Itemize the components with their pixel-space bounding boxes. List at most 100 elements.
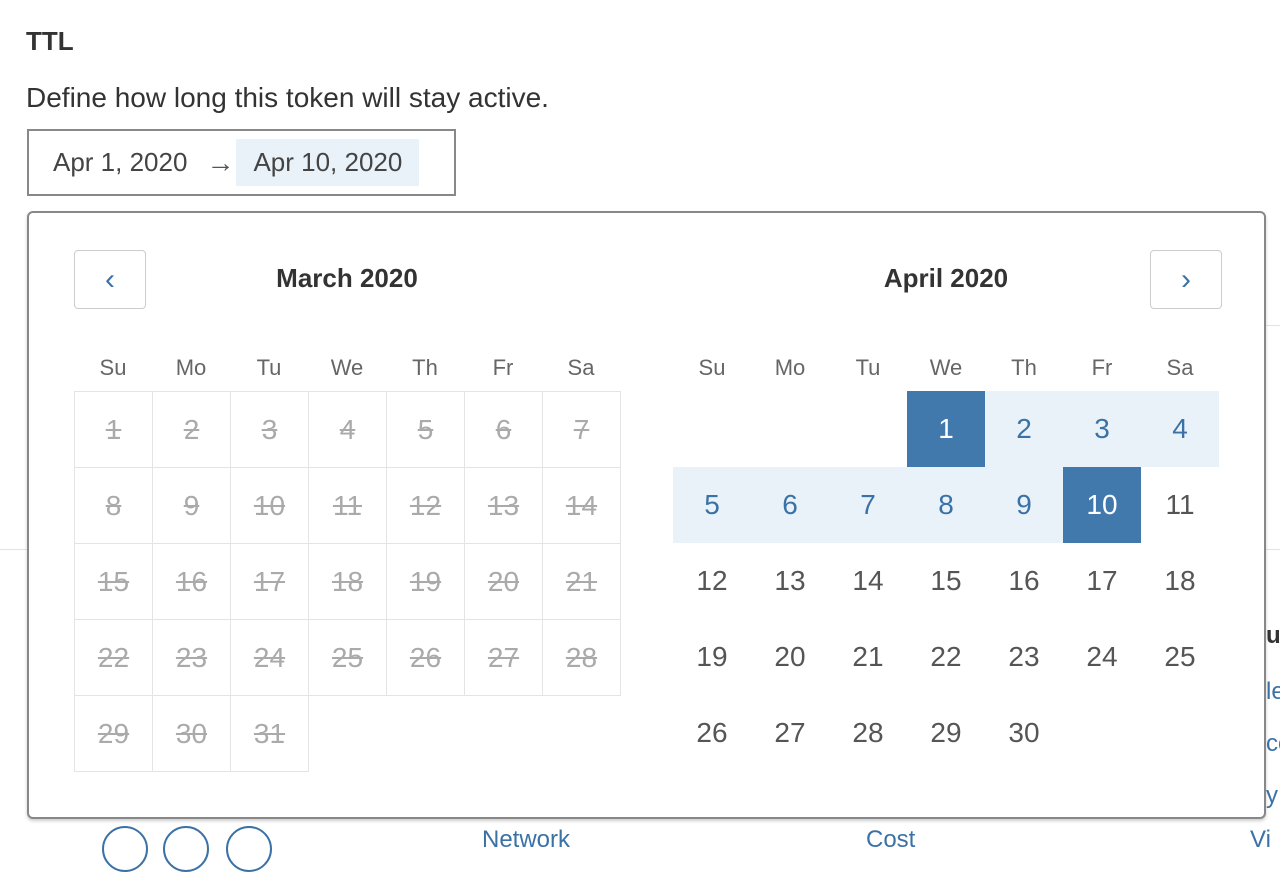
day-april-30[interactable]: 30 (1008, 717, 1040, 748)
day-april-7[interactable]: 7 (829, 467, 907, 543)
day-april-13[interactable]: 13 (774, 565, 806, 596)
background-divider (1265, 325, 1280, 326)
date-range-input[interactable]: Apr 1, 2020 → Apr 10, 2020 (27, 129, 456, 196)
day-april-11[interactable]: 11 (1165, 489, 1195, 520)
day-march-3: 3 (230, 391, 309, 468)
day-march-11: 11 (308, 467, 387, 544)
weekday-label: Su (99, 355, 127, 380)
weekday-label: Fr (1091, 355, 1113, 380)
background-link[interactable]: le (1266, 678, 1280, 705)
month-title: March 2020 (276, 263, 418, 293)
day-april-20[interactable]: 20 (774, 641, 806, 672)
day-march-27: 27 (464, 619, 543, 696)
day-april-6[interactable]: 6 (751, 467, 829, 543)
background-circle-icon (102, 826, 148, 872)
weekday-header: Su Mo Tu We Th Fr Sa (74, 355, 620, 381)
day-april-21[interactable]: 21 (852, 641, 884, 672)
day-april-26[interactable]: 26 (696, 717, 728, 748)
prev-month-button[interactable]: ‹ (74, 250, 146, 309)
weekday-label: Tu (256, 355, 282, 380)
day-march-16: 16 (152, 543, 231, 620)
weekday-header: Su Mo Tu We Th Fr Sa (673, 355, 1219, 381)
day-grid: 1 2 3 4 5 6 7 8 9 10 11 12 13 14 15 16 17 18 19 20 21 22 23 24 2… (673, 391, 1219, 771)
weekday-label: Sa (1166, 355, 1194, 380)
day-march-20: 20 (464, 543, 543, 620)
day-april-1[interactable]: 1 (907, 391, 985, 467)
day-april-8[interactable]: 8 (907, 467, 985, 543)
day-april-4[interactable]: 4 (1141, 391, 1219, 467)
background-link[interactable]: Cost (866, 826, 916, 853)
background-link[interactable]: co (1266, 730, 1280, 757)
month-title: April 2020 (883, 263, 1009, 293)
day-april-12[interactable]: 12 (696, 565, 728, 596)
day-april-3[interactable]: 3 (1063, 391, 1141, 467)
weekday-label: Sa (567, 355, 595, 380)
day-march-17: 17 (230, 543, 309, 620)
next-month-button[interactable]: › (1150, 250, 1222, 309)
day-april-17[interactable]: 17 (1086, 565, 1118, 596)
day-march-14: 14 (542, 467, 621, 544)
arrow-right-icon: → (206, 146, 235, 178)
day-april-22[interactable]: 22 (930, 641, 962, 672)
day-april-24[interactable]: 24 (1086, 641, 1118, 672)
empty-cell (751, 391, 829, 467)
day-april-23[interactable]: 23 (1008, 641, 1040, 672)
day-march-18: 18 (308, 543, 387, 620)
day-march-5: 5 (386, 391, 465, 468)
day-march-13: 13 (464, 467, 543, 544)
background-link[interactable]: Network (482, 826, 571, 853)
weekday-label: Su (698, 355, 726, 380)
chevron-right-icon: › (1181, 262, 1191, 296)
weekday-label: Tu (855, 355, 881, 380)
chevron-left-icon: ‹ (105, 262, 115, 296)
day-april-16[interactable]: 16 (1008, 565, 1040, 596)
day-april-25[interactable]: 25 (1164, 641, 1196, 672)
day-april-5[interactable]: 5 (673, 467, 751, 543)
day-march-1: 1 (74, 391, 153, 468)
day-march-28: 28 (542, 619, 621, 696)
day-march-29: 29 (74, 695, 153, 772)
background-link[interactable]: y (1266, 782, 1278, 809)
day-march-22: 22 (74, 619, 153, 696)
background-circle-icon (163, 826, 209, 872)
day-april-28[interactable]: 28 (852, 717, 884, 748)
weekday-label: Th (412, 355, 438, 380)
day-march-31: 31 (230, 695, 309, 772)
day-march-7: 7 (542, 391, 621, 468)
empty-cell (673, 391, 751, 467)
day-april-14[interactable]: 14 (852, 565, 884, 596)
day-march-12: 12 (386, 467, 465, 544)
day-april-18[interactable]: 18 (1164, 565, 1196, 596)
day-grid: 1 2 3 4 5 6 7 8 9 10 11 12 13 14 15 16 17 18 19 20 21 22 23 24 2… (74, 391, 621, 772)
background-link[interactable]: Vi (1250, 826, 1271, 853)
weekday-label: Fr (492, 355, 514, 380)
day-april-27[interactable]: 27 (774, 717, 806, 748)
start-date-input[interactable]: Apr 1, 2020 (53, 147, 188, 177)
day-april-29[interactable]: 29 (930, 717, 962, 748)
end-date-input[interactable]: Apr 10, 2020 (236, 139, 420, 186)
day-march-10: 10 (230, 467, 309, 544)
day-march-26: 26 (386, 619, 465, 696)
day-march-8: 8 (74, 467, 153, 544)
weekday-label: We (929, 355, 963, 380)
day-march-9: 9 (152, 467, 231, 544)
day-april-10[interactable]: 10 (1063, 467, 1141, 543)
background-divider (1265, 549, 1280, 550)
ttl-heading: TTL (26, 26, 74, 56)
day-april-15[interactable]: 15 (930, 565, 962, 596)
day-april-19[interactable]: 19 (696, 641, 728, 672)
day-march-4: 4 (308, 391, 387, 468)
empty-cell (829, 391, 907, 467)
day-march-24: 24 (230, 619, 309, 696)
day-march-15: 15 (74, 543, 153, 620)
day-april-2[interactable]: 2 (985, 391, 1063, 467)
day-march-30: 30 (152, 695, 231, 772)
weekday-label: Mo (774, 355, 806, 380)
weekday-label: We (330, 355, 364, 380)
weekday-label: Mo (175, 355, 207, 380)
day-march-2: 2 (152, 391, 231, 468)
day-april-9[interactable]: 9 (985, 467, 1063, 543)
background-divider (0, 549, 27, 550)
background-circle-icon (226, 826, 272, 872)
